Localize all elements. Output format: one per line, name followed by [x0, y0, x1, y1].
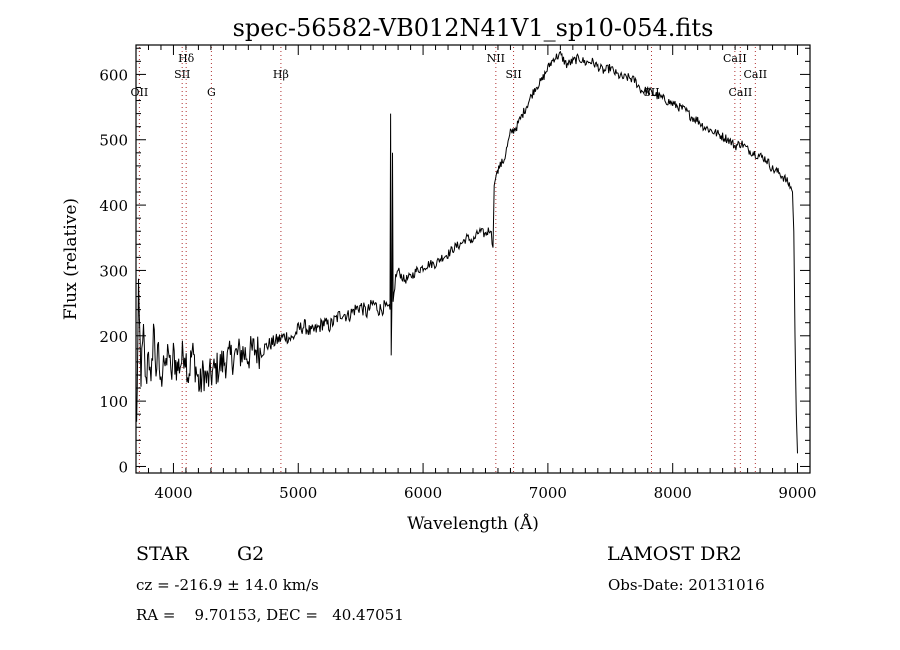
y-tick-label-2: 200: [99, 328, 128, 346]
object-subclass: G2: [237, 543, 264, 565]
redshift-velocity: cz = -216.9 ± 14.0 km/s: [136, 576, 319, 594]
y-tick-label-4: 400: [99, 197, 128, 215]
x-tick-label-1: 5000: [279, 484, 317, 502]
line-label-0: OII: [131, 86, 149, 99]
y-axis-label: Flux (relative): [61, 198, 81, 320]
sky-coordinates: RA = 9.70153, DEC = 40.47051: [136, 606, 404, 624]
chart-title: spec-56582-VB012N41V1_sp10-054.fits: [233, 14, 714, 42]
line-label-2: SII: [174, 68, 190, 81]
spectrum-line: [136, 50, 798, 454]
x-tick-label-3: 7000: [529, 484, 567, 502]
y-tick-label-0: 0: [118, 458, 128, 476]
y-tick-label-5: 500: [99, 132, 128, 150]
y-tick-label-1: 100: [99, 393, 128, 411]
x-axis-label: Wavelength (Å): [407, 513, 539, 534]
line-label-4: Hβ: [273, 68, 289, 81]
line-label-9: CaII: [729, 86, 753, 99]
line-label-8: CaII: [723, 52, 747, 65]
x-tick-label-0: 4000: [154, 484, 192, 502]
line-label-5: NII: [487, 52, 505, 65]
line-label-3: G: [207, 86, 216, 99]
observation-date: Obs-Date: 20131016: [608, 576, 765, 594]
y-tick-label-6: 600: [99, 66, 128, 84]
plot-frame: [135, 44, 811, 474]
x-tick-label-5: 9000: [778, 484, 816, 502]
line-label-6: SII: [505, 68, 521, 81]
object-class: STAR: [136, 543, 189, 565]
line-label-1: Hδ: [178, 52, 195, 65]
survey-release: LAMOST DR2: [607, 543, 742, 565]
x-tick-label-2: 6000: [404, 484, 442, 502]
line-label-10: CaII: [743, 68, 767, 81]
y-tick-label-3: 300: [99, 262, 128, 280]
x-tick-label-4: 8000: [654, 484, 692, 502]
